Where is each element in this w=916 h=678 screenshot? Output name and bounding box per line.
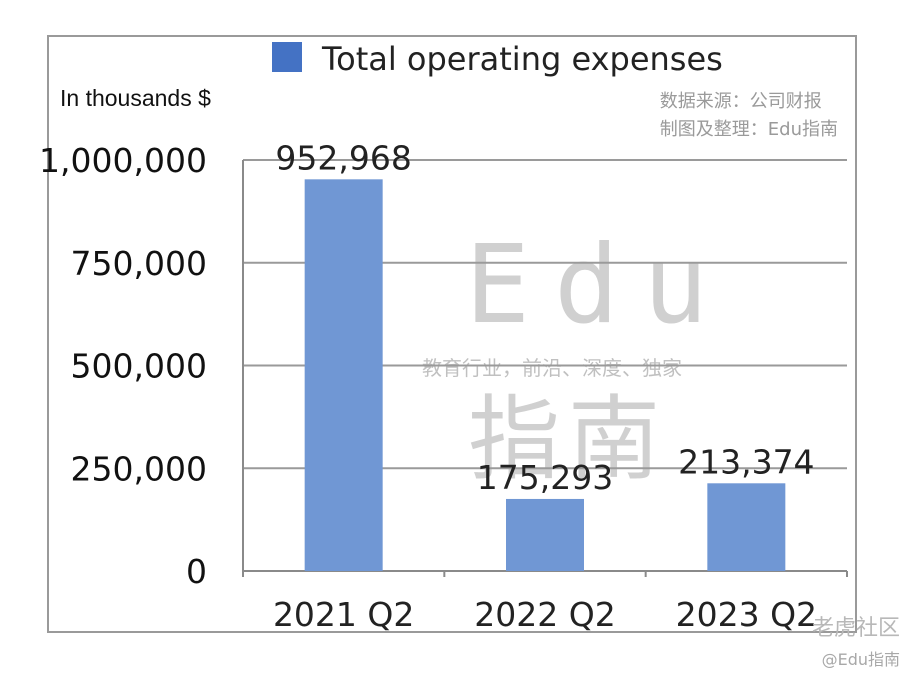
y-tick-label: 500,000 (71, 347, 207, 386)
y-tick-label: 0 (186, 552, 207, 591)
platform-watermark: 老虎社区 (811, 616, 900, 641)
y-tick-labels: 0 250,000 500,000 750,000 1,000,000 (39, 141, 207, 591)
data-label: 952,968 (275, 138, 411, 177)
data-labels: 952,968 175,293 213,374 (275, 138, 814, 497)
legend-label: Total operating expenses (321, 40, 723, 78)
x-tick-labels: 2021 Q2 2022 Q2 2023 Q2 (273, 595, 817, 634)
watermark-tagline: 教育行业，前沿、深度、独家 (422, 356, 682, 380)
author-handle: @Edu指南 (821, 650, 900, 669)
bar-2023-q2 (707, 483, 786, 571)
source-line-2: 制图及整理：Edu指南 (659, 119, 838, 140)
x-tick-label: 2023 Q2 (676, 595, 817, 634)
data-label: 175,293 (477, 458, 613, 497)
y-axis-label: In thousands $ (60, 85, 211, 111)
source-line-1: 数据来源：公司财报 (659, 91, 822, 112)
watermark-name-cn: 指南 (468, 386, 669, 493)
source-note: 数据来源：公司财报 制图及整理：Edu指南 (660, 88, 838, 144)
x-tick-label: 2021 Q2 (273, 595, 414, 634)
data-label: 213,374 (678, 442, 814, 481)
legend-swatch (272, 42, 302, 72)
bar-2021-q2 (304, 179, 383, 572)
bar-2022-q2 (506, 498, 584, 571)
chart-frame (47, 35, 857, 633)
watermark-brand: Edu (465, 223, 733, 348)
x-tick-label: 2022 Q2 (474, 595, 615, 634)
y-tick-label: 750,000 (71, 244, 207, 283)
y-tick-label: 250,000 (71, 449, 207, 488)
y-tick-label: 1,000,000 (39, 141, 207, 180)
bars (304, 179, 786, 572)
